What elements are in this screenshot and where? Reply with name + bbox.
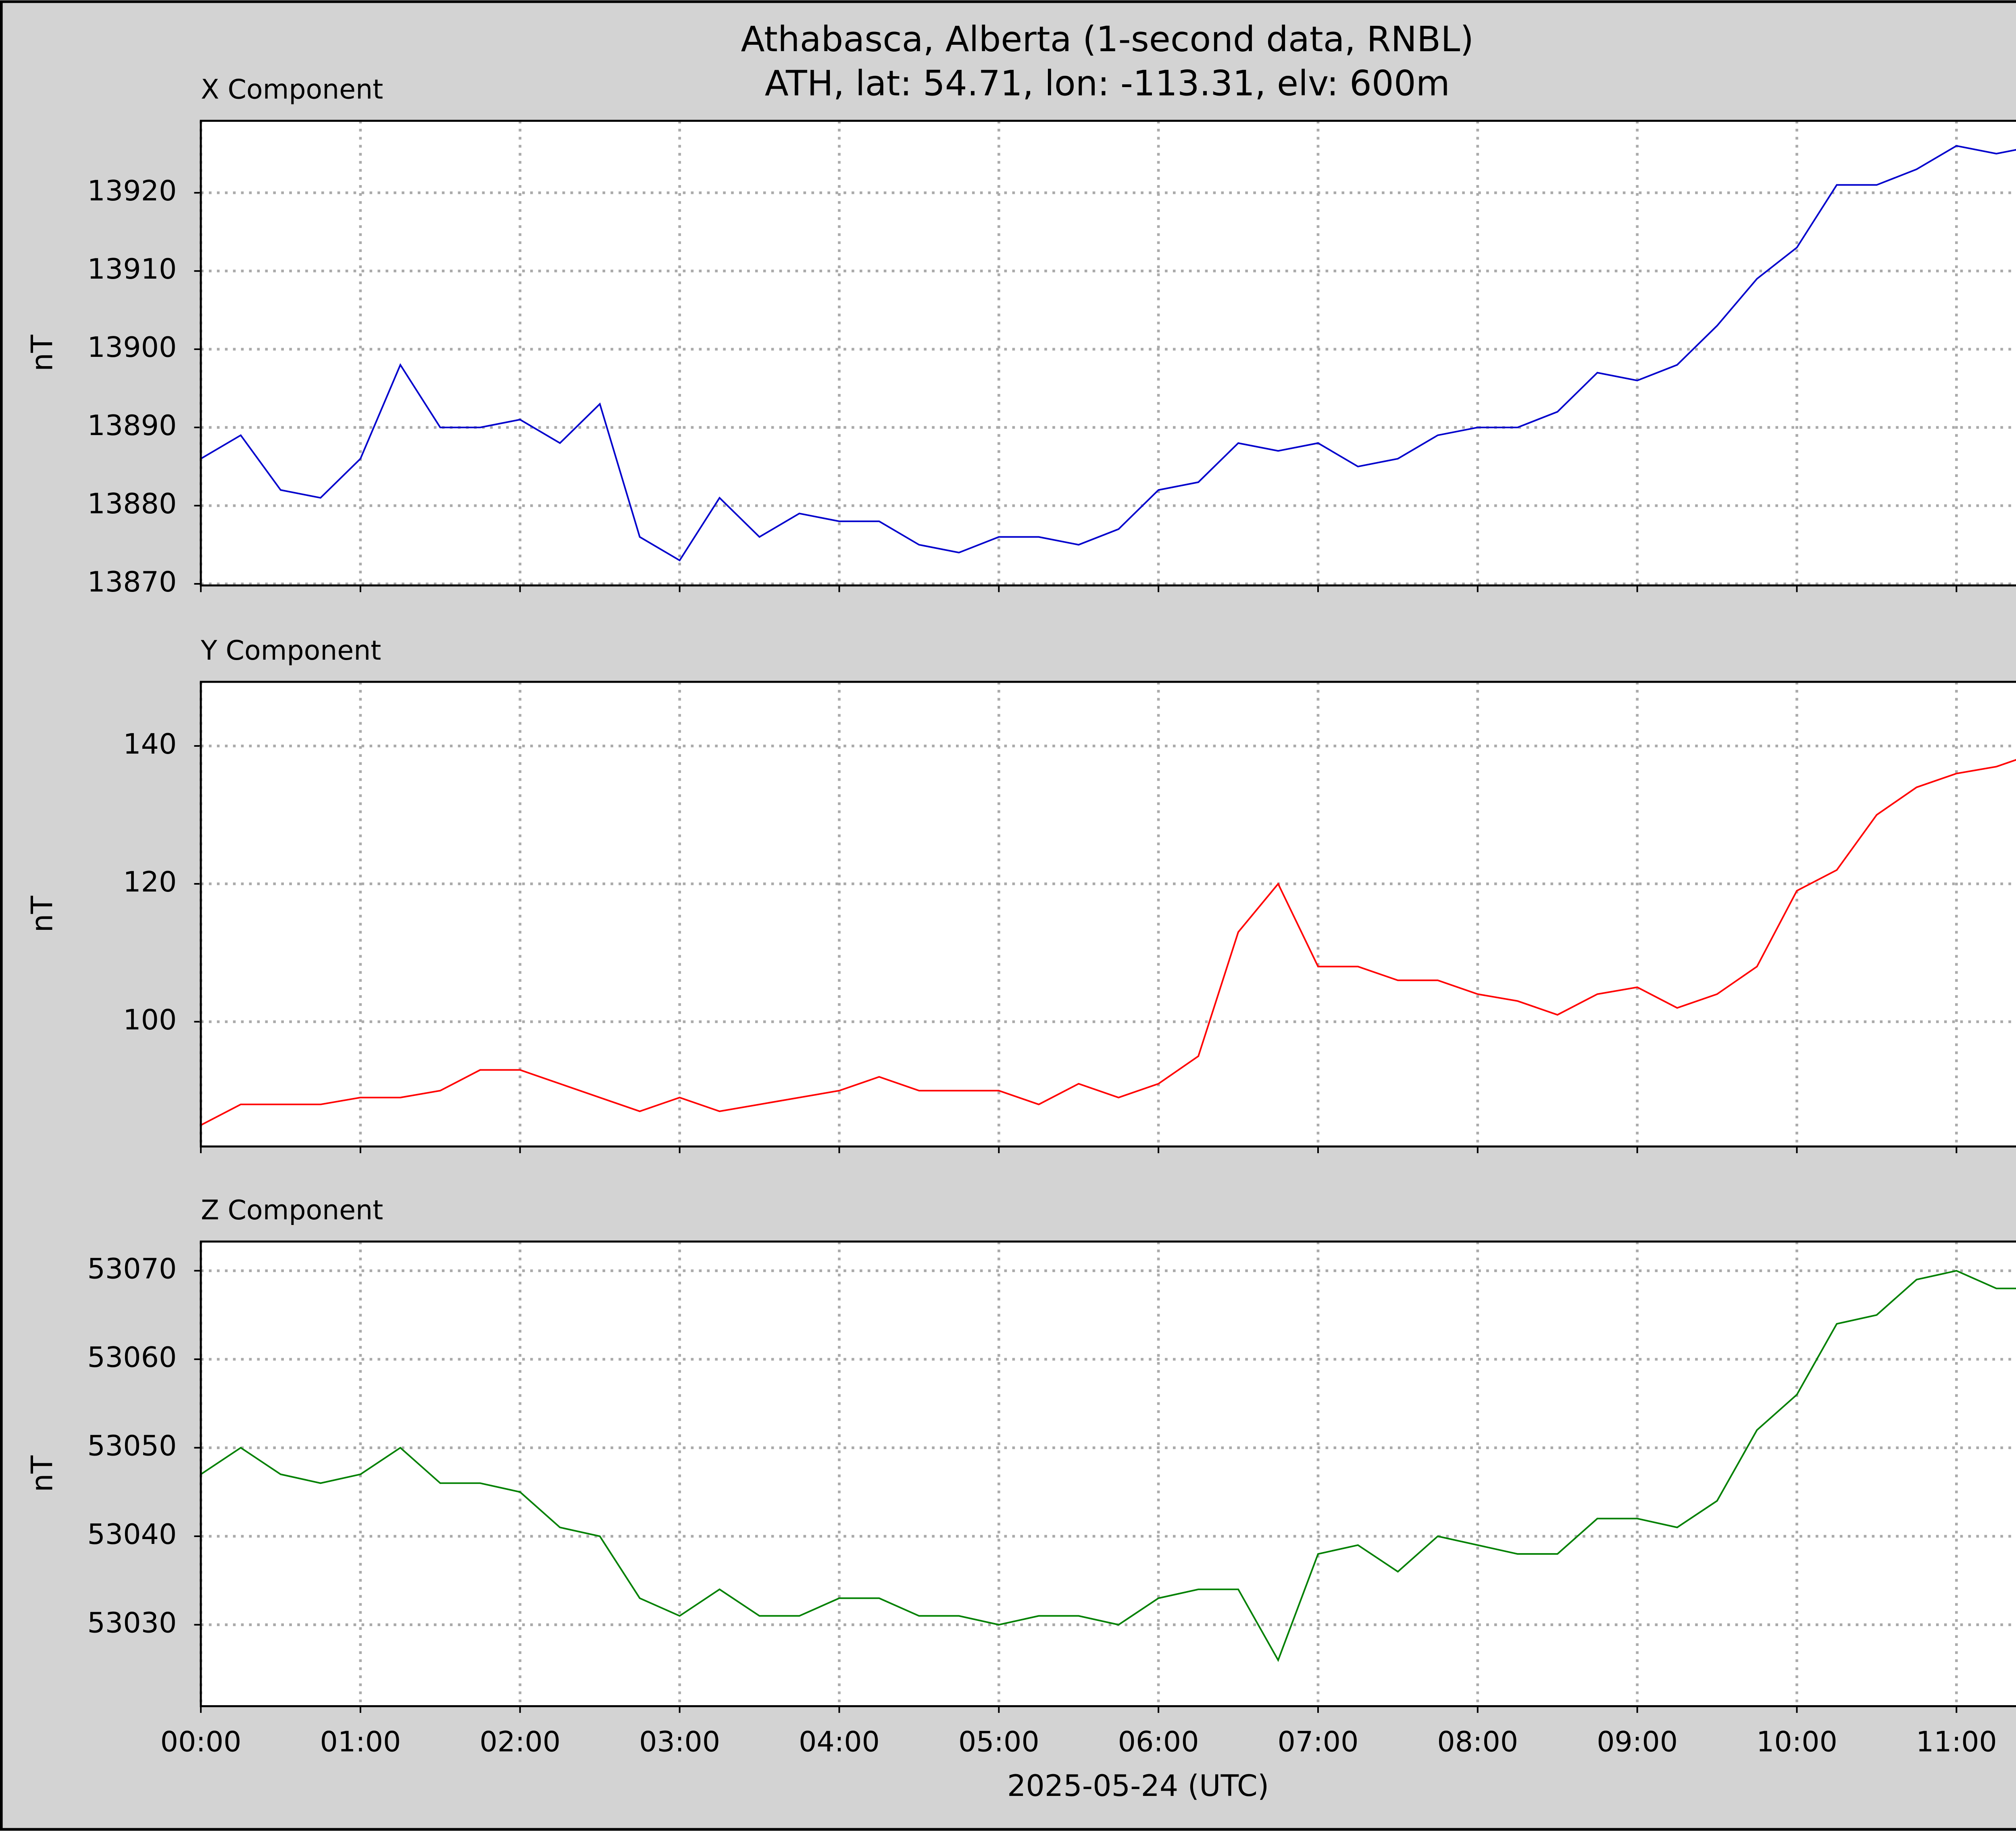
y-axis-label: nT: [25, 1455, 60, 1492]
y-tick-label: 100: [123, 1004, 177, 1036]
data-line: [200, 759, 2016, 1126]
y-axis-label: nT: [25, 896, 60, 932]
y-tick-label: 53030: [87, 1607, 177, 1639]
x-tick-label: 11:00: [1916, 1725, 1997, 1758]
x-tick-label: 04:00: [799, 1725, 880, 1758]
y-tick-label: 140: [123, 728, 177, 760]
y-tick-label: 13890: [87, 409, 177, 442]
plot-frame: [200, 681, 2016, 1148]
x-tick-label: 03:00: [639, 1725, 720, 1758]
y-tick-label: 13920: [87, 175, 177, 207]
plot-area: [201, 1241, 2016, 1706]
y-tick-label: 13910: [87, 253, 177, 285]
y-tick-label: 53040: [87, 1518, 177, 1551]
x-tick-label: 00:00: [160, 1725, 242, 1758]
panel-title: Z Component: [201, 1194, 383, 1226]
x-tick-label: 09:00: [1597, 1725, 1678, 1758]
chart-subtitle: ATH, lat: 54.71, lon: -113.31, elv: 600m: [765, 64, 1450, 104]
x-tick-label: 01:00: [320, 1725, 401, 1758]
y-axis-label: nT: [25, 335, 60, 371]
x-tick-label: 08:00: [1437, 1725, 1518, 1758]
data-line: [200, 1270, 2016, 1662]
x-tick-label: 05:00: [958, 1725, 1039, 1758]
chart-title: Athabasca, Alberta (1-second data, RNBL): [741, 19, 1474, 60]
plot-frame: [200, 120, 2016, 587]
y-tick-label: 13900: [87, 331, 177, 364]
x-tick-label: 10:00: [1756, 1725, 1837, 1758]
panel-title: Y Component: [200, 635, 381, 666]
x-tick-label: 07:00: [1278, 1725, 1359, 1758]
y-tick-label: 53050: [87, 1430, 177, 1462]
x-axis-label: 2025-05-24 (UTC): [1007, 1769, 1269, 1803]
data-line: [200, 145, 2016, 562]
panel-title: X Component: [201, 74, 383, 105]
y-tick-label: 53070: [87, 1253, 177, 1285]
x-tick-label: 02:00: [479, 1725, 560, 1758]
plot-area: [201, 682, 2016, 1147]
x-tick-label: 06:00: [1118, 1725, 1199, 1758]
plot-frame: [200, 1240, 2016, 1707]
y-tick-label: 120: [123, 866, 177, 898]
y-tick-label: 13870: [87, 566, 177, 598]
y-tick-label: 53060: [87, 1341, 177, 1374]
plot-area: [201, 121, 2016, 585]
y-tick-label: 13880: [87, 487, 177, 520]
